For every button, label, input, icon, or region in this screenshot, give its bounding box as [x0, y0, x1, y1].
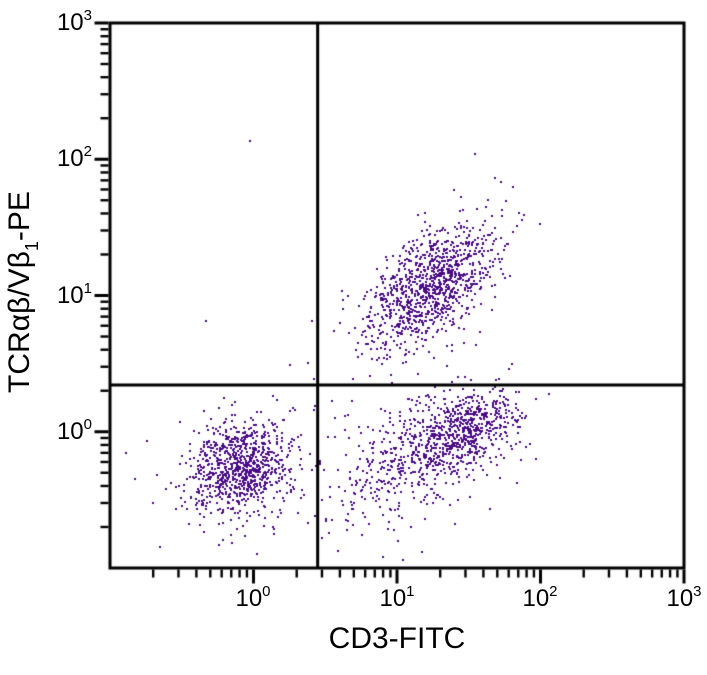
- x-tick-label-1: 100: [235, 583, 271, 612]
- y-axis-label: TCRαβ/Vβ1-PE: [3, 191, 42, 393]
- y-tick-label-10: 101: [56, 280, 92, 309]
- y-tick-label-1: 100: [56, 416, 92, 445]
- x-tick-label-100: 102: [522, 583, 558, 612]
- y-tick-label-100: 102: [56, 143, 92, 172]
- x-tick-label-1000: 103: [666, 583, 702, 612]
- y-tick-label-1000: 103: [56, 7, 92, 36]
- x-tick-label-10: 101: [379, 583, 415, 612]
- x-axis-label: CD3-FITC: [328, 622, 466, 655]
